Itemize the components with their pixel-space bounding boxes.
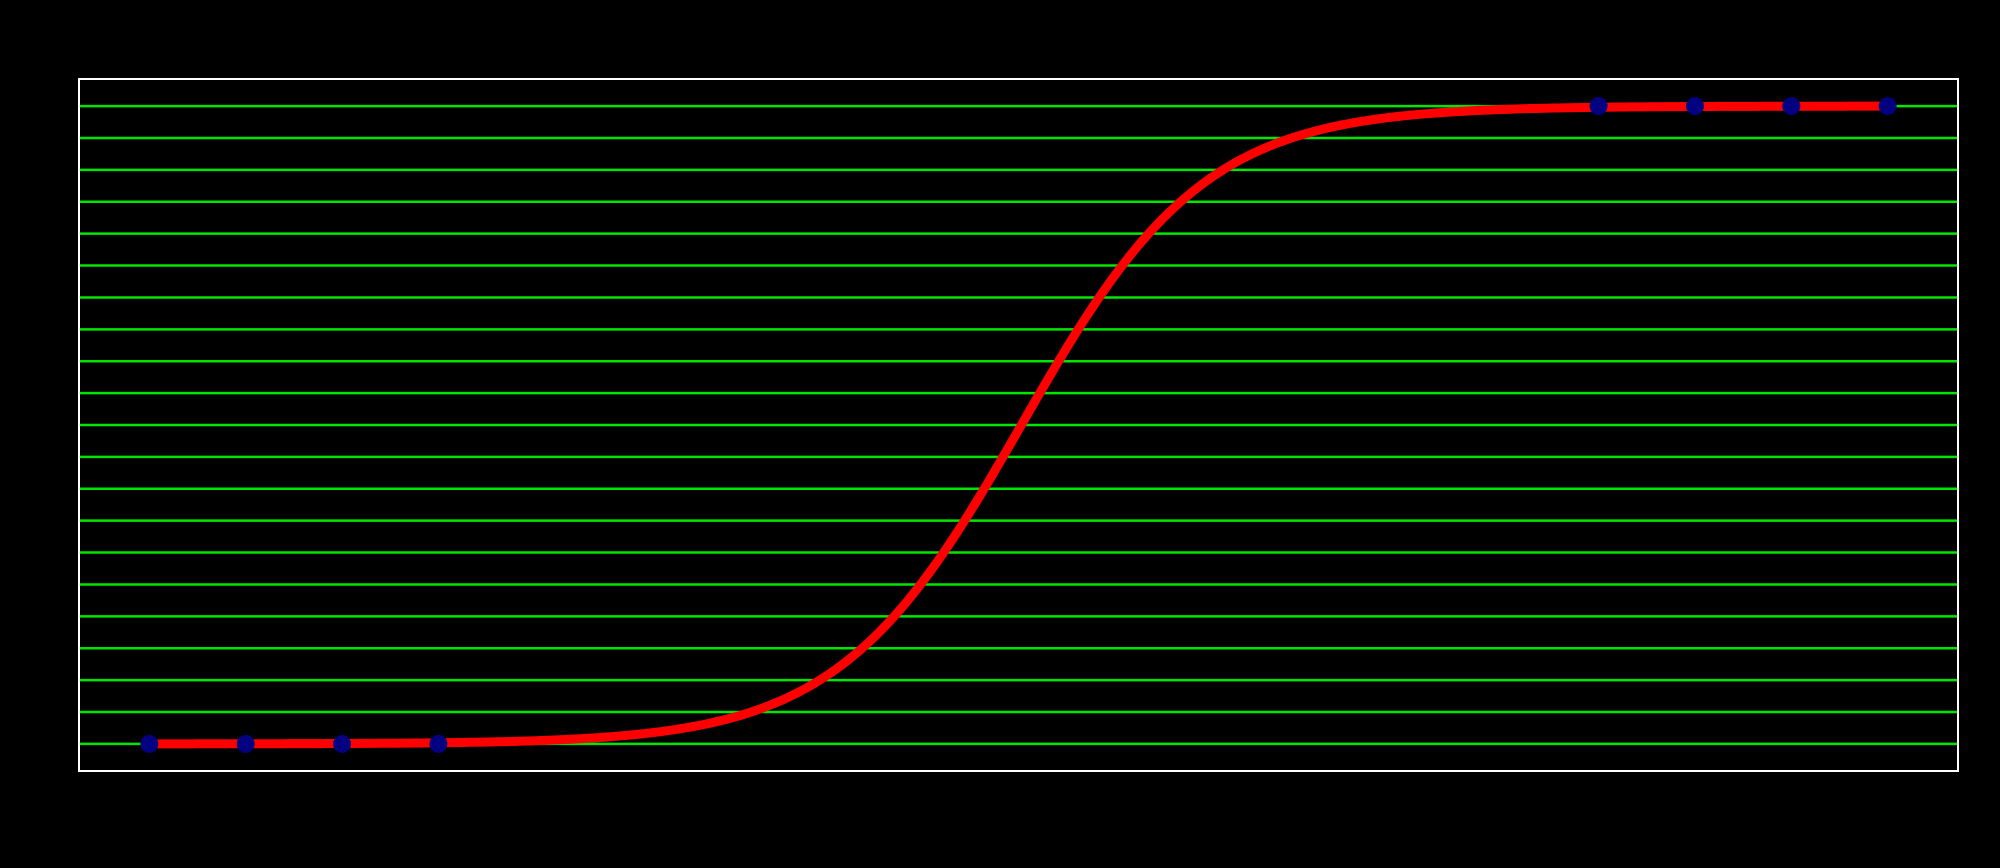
data-point: [1782, 97, 1801, 116]
data-point: [140, 734, 159, 753]
data-point: [333, 734, 352, 753]
data-points-layer: [140, 97, 1897, 753]
data-point: [1589, 97, 1608, 116]
data-point: [236, 734, 255, 753]
data-point: [1685, 97, 1704, 116]
data-point: [1878, 97, 1897, 116]
data-point: [429, 734, 448, 753]
grid-lines: [79, 104, 1958, 746]
plot-border: [78, 78, 1959, 772]
